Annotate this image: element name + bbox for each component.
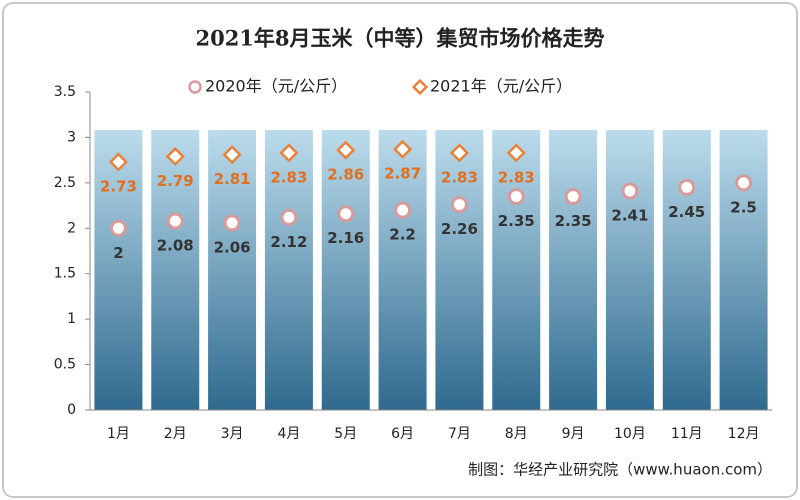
data-label: 2.83 bbox=[441, 168, 478, 186]
data-label: 2.35 bbox=[498, 212, 535, 230]
y-tick-label: 2.5 bbox=[54, 175, 76, 191]
x-tick-label: 4月 bbox=[277, 426, 300, 442]
background-column bbox=[94, 130, 143, 410]
data-label: 2.26 bbox=[441, 220, 478, 238]
legend-marker bbox=[188, 80, 202, 94]
data-label: 2.12 bbox=[270, 233, 307, 251]
data-label: 2.16 bbox=[327, 229, 364, 247]
point bbox=[564, 187, 582, 205]
x-tick-label: 2月 bbox=[164, 426, 187, 442]
x-tick-label: 1月 bbox=[107, 426, 130, 442]
background-column bbox=[662, 130, 711, 410]
data-label: 2.83 bbox=[270, 168, 307, 186]
legend-marker bbox=[411, 78, 429, 96]
point bbox=[337, 205, 355, 223]
point bbox=[165, 146, 185, 167]
x-tick-label: 8月 bbox=[505, 426, 528, 442]
legend-label: 2020年（元/公斤） bbox=[205, 77, 347, 96]
point bbox=[279, 143, 299, 163]
y-tick-label: 3 bbox=[67, 129, 76, 145]
background-column bbox=[264, 130, 313, 410]
data-label: 2.2 bbox=[389, 226, 416, 244]
point bbox=[678, 178, 696, 196]
point bbox=[223, 214, 241, 232]
background-column bbox=[378, 130, 427, 410]
background-column bbox=[435, 130, 484, 410]
background-column bbox=[321, 130, 370, 410]
data-label: 2.73 bbox=[100, 177, 137, 195]
x-tick-label: 5月 bbox=[334, 426, 357, 442]
point bbox=[393, 139, 413, 159]
x-tick-label: 7月 bbox=[448, 426, 471, 442]
y-tick-label: 0.5 bbox=[54, 357, 76, 373]
data-label: 2.87 bbox=[384, 165, 421, 183]
background-column bbox=[549, 130, 598, 410]
data-label: 2.06 bbox=[214, 238, 251, 256]
data-label: 2.79 bbox=[157, 172, 194, 190]
background-column bbox=[719, 130, 768, 410]
background-column bbox=[208, 130, 257, 410]
data-label: 2 bbox=[113, 244, 123, 262]
point bbox=[109, 219, 127, 237]
legend-label: 2021年（元/公斤） bbox=[430, 77, 572, 96]
point bbox=[336, 140, 356, 160]
point bbox=[621, 182, 639, 200]
x-tick-label: 10月 bbox=[614, 426, 646, 442]
x-tick-label: 3月 bbox=[221, 426, 244, 442]
data-label: 2.86 bbox=[327, 166, 364, 184]
point bbox=[449, 143, 469, 163]
background-column bbox=[151, 130, 200, 410]
x-tick-label: 12月 bbox=[728, 426, 760, 442]
x-tick-label: 9月 bbox=[562, 426, 585, 442]
point bbox=[108, 152, 128, 172]
data-label: 2.5 bbox=[730, 198, 757, 216]
point bbox=[222, 145, 242, 165]
chart-title: 2021年8月玉米（中等）集贸市场价格走势 bbox=[195, 26, 604, 51]
y-tick-label: 0 bbox=[67, 402, 76, 418]
point bbox=[394, 201, 412, 219]
x-tick-label: 6月 bbox=[391, 426, 414, 442]
data-label: 2.83 bbox=[498, 168, 535, 186]
data-label: 2.35 bbox=[555, 212, 592, 230]
y-tick-label: 1.5 bbox=[54, 266, 76, 282]
y-tick-label: 3.5 bbox=[54, 84, 76, 100]
source: 制图：华经产业研究院（www.huaon.com） bbox=[468, 461, 772, 479]
y-tick-label: 1 bbox=[67, 311, 76, 327]
data-label: 2.08 bbox=[157, 237, 194, 255]
point bbox=[166, 212, 184, 230]
point bbox=[280, 208, 298, 226]
background-column bbox=[605, 130, 654, 410]
data-label: 2.45 bbox=[668, 203, 705, 221]
y-tick-label: 2 bbox=[67, 220, 76, 236]
point bbox=[507, 187, 525, 205]
point bbox=[450, 196, 468, 214]
point bbox=[735, 174, 753, 192]
data-label: 2.41 bbox=[611, 207, 648, 225]
x-tick-label: 11月 bbox=[671, 426, 703, 442]
data-label: 2.81 bbox=[214, 170, 251, 188]
point bbox=[506, 143, 526, 163]
background-column bbox=[492, 130, 541, 410]
